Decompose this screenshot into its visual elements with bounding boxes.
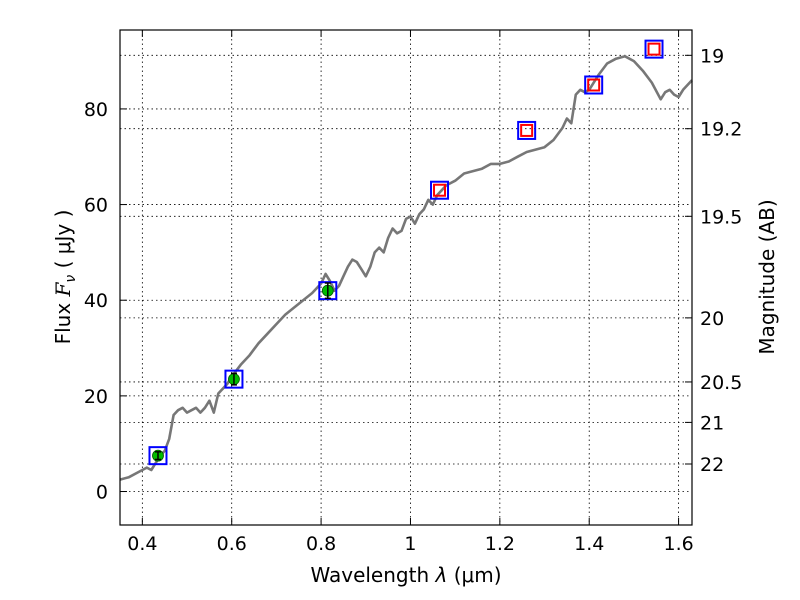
spectrum-series [119,54,693,481]
model-photometry-marker [430,180,450,200]
x-axis-label: Wavelength λ (μm) [310,563,501,587]
y-tick-label: 0 [96,482,108,504]
y2-tick-label: 19.5 [700,206,742,228]
y2-tick-label: 21 [700,412,724,434]
y-axis-label: Flux Fν ( μJy ) [51,210,79,345]
x-tick-label: 0.4 [127,533,157,555]
plot-frame [119,29,693,526]
y-tick-label: 60 [84,195,108,217]
axis-tick-labels: 0.4 0.6 0.8 1 1.2 1.4 1.6 0 20 40 60 80 19 19.2 19.5 20… [84,45,743,555]
y2-tick-label: 22 [700,454,724,476]
x-tick-label: 0.8 [306,533,336,555]
axis-ticks [120,30,692,525]
x-tick-label: 1 [404,533,416,555]
x-tick-label: 1.2 [485,533,515,555]
upper-limit-marker [433,183,447,197]
grid-lines [120,30,692,525]
y2-tick-label: 20.5 [700,372,742,394]
model-photometry-marker [148,446,168,466]
y2-axis-label: Magnitude (AB) [755,199,779,354]
y-tick-label: 80 [84,99,108,121]
model-photometry-marker [644,39,664,59]
y-tick-label: 40 [84,290,108,312]
upper-limit-marker [520,123,534,137]
spectrum-line [119,54,693,481]
model-photometry-marker [318,281,338,301]
upper-limit-marker [647,42,661,56]
upper-limit-marker [587,78,601,92]
model-photometry-marker [517,120,537,140]
y2-tick-label: 20 [700,308,724,330]
y-tick-label: 20 [84,386,108,408]
x-tick-label: 1.4 [574,533,604,555]
x-tick-label: 1.6 [663,533,693,555]
y2-tick-label: 19 [700,45,724,67]
x-tick-label: 0.6 [217,533,247,555]
photometry-markers [148,39,664,466]
model-photometry-marker [224,369,244,389]
y2-tick-label: 19.2 [700,119,742,141]
model-photometry-marker [584,75,604,95]
